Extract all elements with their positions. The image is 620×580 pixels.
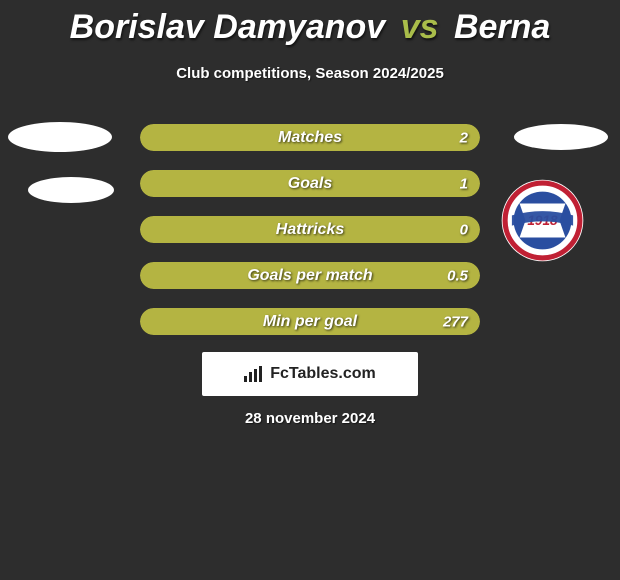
brand-text: FcTables.com [270,365,376,383]
stat-label: Goals per match [247,267,372,285]
player1-team-placeholder [28,177,114,203]
page-title: Borislav Damyanov vs Berna [0,0,620,47]
comparison-bars: Matches 2 Goals 1 Hattricks 0 Goals per match 0… [140,124,480,354]
player1-avatar-placeholder [8,122,112,152]
player1-name: Borislav Damyanov [70,8,386,46]
date-stamp: 28 november 2024 [245,410,375,427]
stat-value-player2: 0.5 [447,267,468,284]
stat-label: Min per goal [263,313,357,331]
stat-label: Goals [288,175,332,193]
stat-bar: Goals per match 0.5 [140,262,480,289]
player2-name: Berna [454,8,550,46]
brand-watermark: FcTables.com [202,352,418,396]
stat-value-player2: 277 [443,313,468,330]
stat-value-player2: 0 [460,221,468,238]
stat-label: Hattricks [276,221,344,239]
stat-label: Matches [278,129,342,147]
stat-value-player2: 2 [460,129,468,146]
player2-avatar-placeholder [514,124,608,150]
stat-bar: Min per goal 277 [140,308,480,335]
brand-chart-icon [244,366,264,382]
subtitle: Club competitions, Season 2024/2025 [0,65,620,82]
stat-bar: Goals 1 [140,170,480,197]
player2-team-badge: 1918 [500,178,585,263]
vs-separator: vs [395,8,445,46]
stat-bar: Hattricks 0 [140,216,480,243]
stat-bar: Matches 2 [140,124,480,151]
stat-value-player2: 1 [460,175,468,192]
